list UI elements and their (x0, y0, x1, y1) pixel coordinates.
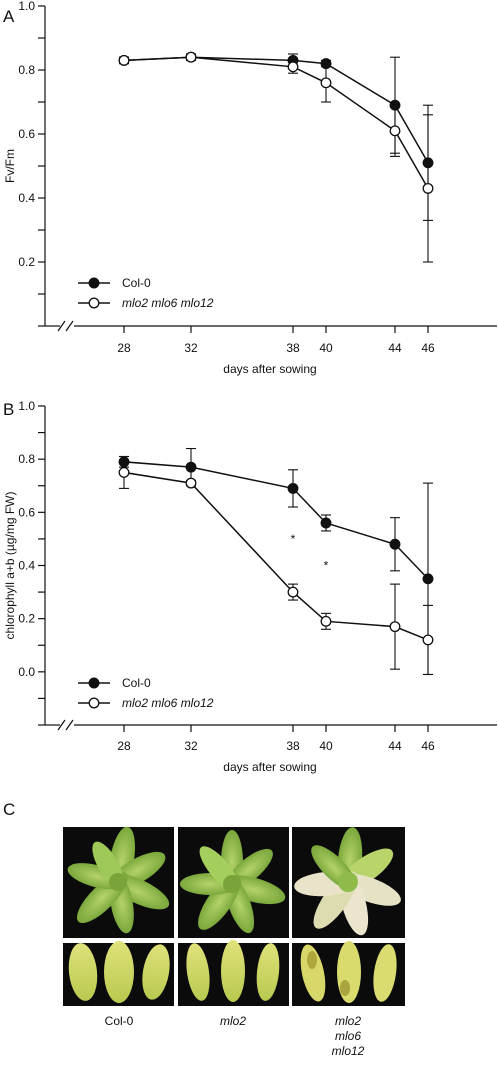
y-tick-label: 0.2 (18, 255, 35, 269)
data-point-col0 (320, 517, 332, 529)
significance-asterisk: * (324, 559, 329, 573)
legend-label: Col-0 (122, 676, 151, 690)
y-axis-label: Fv/Fm (3, 149, 17, 183)
y-tick-label: 0.6 (18, 127, 35, 141)
rosette-col0 (67, 826, 170, 934)
data-point-triple (287, 61, 299, 73)
significance-asterisk: * (291, 532, 296, 546)
panel-label-b: B (3, 400, 14, 419)
legend-label: Col-0 (122, 276, 151, 290)
photo-panel-c: C (3, 800, 405, 1058)
legend-marker (88, 297, 100, 309)
y-tick-label: 0.6 (18, 505, 35, 519)
series-line-triple (123, 56, 429, 189)
y-tick-label: 0.8 (18, 452, 35, 466)
x-tick-label: 38 (286, 341, 300, 355)
data-point-col0 (422, 573, 434, 585)
data-point-triple (185, 51, 197, 63)
axis-break-mark (57, 320, 66, 332)
x-tick-label: 40 (319, 341, 333, 355)
photo-label-triple-line1: mlo2 (335, 1014, 361, 1028)
x-tick-label: 28 (117, 739, 131, 753)
x-axis-label: days after sowing (223, 362, 316, 376)
data-point-triple (185, 477, 197, 489)
y-tick-label: 0.4 (18, 191, 35, 205)
x-tick-label: 44 (388, 739, 402, 753)
chart-panel-b: B 0.0 0.2 0.4 0.6 0.8 1.0 28 32 38 40 44 46 days aft… (3, 399, 497, 774)
legend-marker (88, 697, 100, 709)
photo-label-mlo2: mlo2 (220, 1014, 246, 1028)
x-tick-label: 40 (319, 739, 333, 753)
data-point-col0 (287, 482, 299, 494)
x-tick-label: 32 (184, 341, 198, 355)
data-point-triple (320, 615, 332, 627)
photo-label-col0: Col-0 (105, 1014, 134, 1028)
series-line-triple (123, 471, 429, 641)
x-tick-label: 44 (388, 341, 402, 355)
legend-label: mlo2 mlo6 mlo12 (122, 696, 214, 710)
panel-label-a: A (3, 7, 15, 26)
series-line-col0 (123, 461, 429, 580)
data-point-triple (287, 586, 299, 598)
y-tick-label: 0.8 (18, 63, 35, 77)
data-point-triple (389, 125, 401, 137)
data-point-col0 (389, 538, 401, 550)
legend-marker (88, 277, 100, 289)
y-tick-label: 0.0 (18, 665, 35, 679)
rosette-mlo2 (180, 830, 286, 934)
data-point-triple (422, 634, 434, 646)
y-tick-label: 1.0 (18, 399, 35, 413)
data-point-triple (118, 54, 130, 66)
data-point-triple (118, 467, 130, 478)
x-tick-label: 46 (421, 739, 435, 753)
axis-break-mark (65, 320, 74, 332)
series-line-col0 (123, 56, 429, 164)
leaves-mlo2 (186, 940, 280, 1002)
y-tick-label: 1.0 (18, 0, 35, 13)
panel-label-c: C (3, 800, 15, 819)
y-tick-label: 0.2 (18, 612, 35, 626)
photo-label-triple-line2: mlo6 (335, 1029, 361, 1043)
data-point-triple (389, 621, 401, 633)
axis-break-mark (65, 719, 74, 731)
y-axis-label: chlorophyll a+b (µg/mg FW) (3, 492, 17, 640)
legend-marker (88, 677, 100, 689)
leaves-col0 (68, 941, 170, 1003)
y-tick-label: 0.4 (18, 559, 35, 573)
x-tick-label: 32 (184, 739, 198, 753)
data-point-triple (422, 182, 434, 194)
axis-break-mark (57, 719, 66, 731)
x-tick-label: 28 (117, 341, 131, 355)
photo-label-triple-line3: mlo12 (332, 1044, 365, 1058)
legend-label: mlo2 mlo6 mlo12 (122, 296, 214, 310)
chart-panel-a: A 0.2 0.4 0.6 0.8 1.0 28 32 38 40 44 46 days after … (3, 0, 497, 376)
rosette-triple (294, 827, 401, 936)
x-tick-label: 38 (286, 739, 300, 753)
x-tick-label: 46 (421, 341, 435, 355)
x-axis-label: days after sowing (223, 760, 316, 774)
data-point-col0 (185, 461, 197, 473)
leaves-triple (300, 941, 397, 1003)
data-point-triple (320, 77, 332, 89)
